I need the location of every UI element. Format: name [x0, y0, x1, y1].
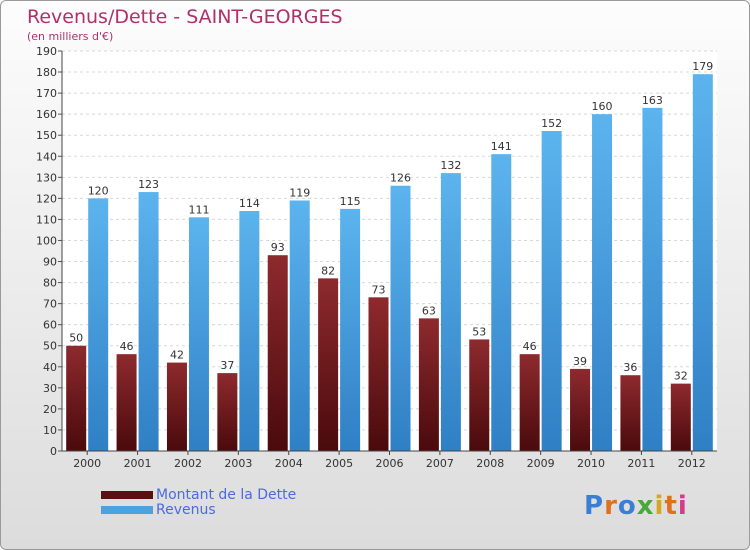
- x-tick-label: 2003: [224, 457, 252, 470]
- data-label-revenue: 115: [340, 195, 361, 208]
- y-tick-label: 30: [43, 382, 57, 395]
- chart-legend: Montant de la Dette Revenus: [101, 486, 297, 518]
- legend-label-debt: Montant de la Dette: [156, 486, 297, 503]
- bar-revenue-2010: [592, 114, 613, 451]
- y-tick-label: 110: [36, 213, 57, 226]
- bar-debt-2000: [66, 345, 87, 451]
- bar-debt-2004: [267, 255, 288, 451]
- bar-revenue-2006: [390, 185, 411, 451]
- data-label-revenue: 111: [188, 203, 209, 216]
- x-tick-label: 2010: [577, 457, 605, 470]
- data-label-debt: 73: [372, 283, 386, 296]
- bar-revenue-2011: [642, 107, 663, 451]
- plot-area: [62, 51, 717, 451]
- bar-revenue-2008: [491, 154, 512, 451]
- data-label-revenue: 163: [642, 94, 663, 107]
- chart-title: Revenus/Dette - SAINT-GEORGES: [27, 6, 343, 28]
- x-tick-label: 2002: [174, 457, 202, 470]
- data-label-debt: 32: [674, 370, 688, 383]
- x-tick-label: 2005: [325, 457, 353, 470]
- bar-debt-2006: [368, 297, 389, 451]
- data-label-revenue: 132: [440, 159, 461, 172]
- y-tick-label: 40: [43, 361, 57, 374]
- y-tick-label: 150: [36, 129, 57, 142]
- data-label-revenue: 114: [239, 197, 260, 210]
- bar-revenue-2001: [138, 192, 159, 452]
- bar-revenue-2004: [289, 200, 310, 451]
- data-label-debt: 42: [170, 349, 184, 362]
- bar-debt-2002: [166, 362, 187, 451]
- bar-revenue-2000: [88, 198, 109, 451]
- y-tick-label: 180: [36, 66, 57, 79]
- y-tick-label: 80: [43, 277, 57, 290]
- x-tick-label: 2007: [426, 457, 454, 470]
- y-tick-label: 140: [36, 150, 57, 163]
- bar-debt-2010: [570, 368, 591, 451]
- legend-item-debt: Montant de la Dette: [101, 486, 297, 503]
- bar-revenue-2007: [440, 173, 461, 451]
- x-tick-label: 2009: [527, 457, 555, 470]
- legend-item-revenue: Revenus: [101, 501, 296, 518]
- bar-debt-2008: [469, 339, 490, 451]
- bar-debt-2007: [418, 318, 439, 451]
- bar-debt-2003: [217, 373, 238, 451]
- y-tick-label: 60: [43, 319, 57, 332]
- data-label-debt: 39: [573, 355, 587, 368]
- y-tick-label: 130: [36, 171, 57, 184]
- x-tick-label: 2004: [275, 457, 303, 470]
- bar-revenue-2002: [188, 217, 209, 451]
- x-tick-label: 2000: [73, 457, 101, 470]
- bar-debt-2012: [670, 383, 691, 451]
- x-tick-label: 2012: [678, 457, 706, 470]
- bar-debt-2009: [519, 354, 540, 451]
- x-tick-label: 2001: [124, 457, 152, 470]
- bar-debt-2001: [116, 354, 137, 451]
- data-label-debt: 93: [271, 241, 285, 254]
- data-label-revenue: 123: [138, 178, 159, 191]
- data-label-revenue: 119: [289, 186, 310, 199]
- legend-swatch-debt: [101, 490, 153, 499]
- bar-revenue-2012: [692, 74, 713, 451]
- y-tick-label: 160: [36, 108, 57, 121]
- data-label-debt: 50: [69, 332, 83, 345]
- proxiti-logo: Proxiti: [584, 491, 688, 521]
- data-label-revenue: 160: [592, 100, 613, 113]
- y-tick-label: 70: [43, 298, 57, 311]
- legend-label-revenue: Revenus: [156, 501, 216, 518]
- legend-swatch-revenue: [101, 505, 153, 514]
- data-label-debt: 37: [220, 359, 234, 372]
- y-tick-label: 50: [43, 340, 57, 353]
- y-tick-label: 100: [36, 234, 57, 247]
- data-label-debt: 82: [321, 264, 335, 277]
- data-label-debt: 46: [523, 340, 537, 353]
- x-tick-label: 2011: [627, 457, 655, 470]
- x-tick-label: 2008: [476, 457, 504, 470]
- y-tick-label: 120: [36, 192, 57, 205]
- y-tick-label: 10: [43, 424, 57, 437]
- chart-subtitle: (en milliers d'€): [27, 30, 114, 43]
- x-tick-label: 2006: [376, 457, 404, 470]
- data-label-debt: 63: [422, 304, 436, 317]
- data-label-debt: 36: [623, 361, 637, 374]
- y-tick-label: 90: [43, 256, 57, 269]
- data-label-revenue: 152: [541, 117, 562, 130]
- y-tick-label: 190: [36, 45, 57, 58]
- data-label-revenue: 141: [491, 140, 512, 153]
- data-label-revenue: 126: [390, 172, 411, 185]
- data-label-revenue: 120: [88, 184, 109, 197]
- bar-revenue-2005: [340, 208, 361, 451]
- y-tick-label: 170: [36, 87, 57, 100]
- data-label-debt: 46: [120, 340, 134, 353]
- data-label-debt: 53: [472, 325, 486, 338]
- bar-debt-2011: [620, 375, 641, 451]
- data-label-revenue: 179: [692, 60, 713, 73]
- y-tick-label: 0: [50, 445, 57, 458]
- bar-revenue-2009: [541, 131, 562, 451]
- y-tick-label: 20: [43, 403, 57, 416]
- bar-revenue-2003: [239, 211, 260, 451]
- bar-debt-2005: [318, 278, 339, 451]
